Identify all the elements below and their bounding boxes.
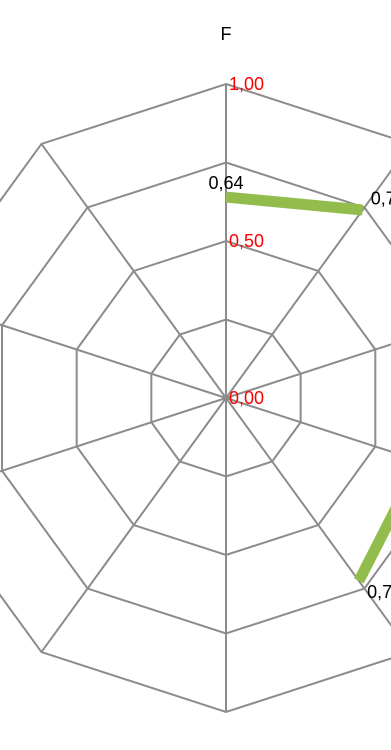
data-label: 0,72 — [367, 582, 391, 602]
axis-line — [225, 169, 391, 399]
axis-line — [40, 397, 227, 653]
series-segment-2 — [353, 505, 391, 584]
scale-label: 0,00 — [229, 388, 264, 408]
scale-label: 1,00 — [229, 74, 264, 94]
label-layer: FMMFM0,000,501,000,640,740,650,72 — [208, 24, 391, 602]
axis-line — [225, 397, 391, 453]
series-segment-1 — [225, 191, 364, 216]
axis-line — [0, 397, 227, 473]
data-label: 0,64 — [208, 173, 243, 193]
data-label: 0,74 — [371, 189, 391, 209]
grid-ring-3 — [1, 161, 391, 635]
axis-line — [40, 143, 227, 399]
axis-line — [225, 397, 391, 627]
category-label: F — [221, 24, 232, 44]
axis-line — [225, 343, 391, 399]
axis-line — [0, 323, 227, 399]
grid-layer — [0, 82, 391, 714]
scale-label: 0,50 — [229, 231, 264, 251]
series-layer — [225, 191, 391, 584]
grid-ring-4 — [0, 82, 391, 714]
